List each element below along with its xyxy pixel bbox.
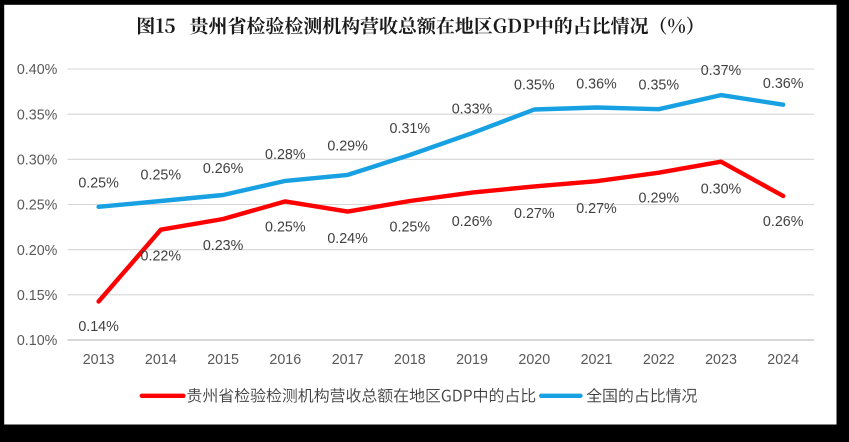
- svg-text:0.35%: 0.35%: [639, 77, 680, 93]
- svg-text:0.30%: 0.30%: [701, 181, 742, 197]
- svg-text:0.36%: 0.36%: [576, 77, 617, 93]
- svg-text:0.24%: 0.24%: [327, 231, 368, 247]
- svg-text:0.30%: 0.30%: [17, 153, 58, 169]
- svg-text:0.29%: 0.29%: [327, 138, 368, 154]
- svg-text:2022: 2022: [643, 352, 675, 368]
- svg-text:0.25%: 0.25%: [265, 220, 306, 236]
- svg-text:2017: 2017: [332, 352, 364, 368]
- svg-text:0.33%: 0.33%: [452, 102, 493, 118]
- svg-text:0.31%: 0.31%: [390, 121, 431, 137]
- svg-text:0.26%: 0.26%: [203, 161, 244, 177]
- svg-text:0.25%: 0.25%: [78, 176, 119, 192]
- svg-text:0.36%: 0.36%: [763, 76, 804, 92]
- svg-text:0.10%: 0.10%: [17, 333, 58, 349]
- svg-text:0.26%: 0.26%: [452, 214, 493, 230]
- svg-text:0.25%: 0.25%: [17, 198, 58, 214]
- svg-text:2013: 2013: [83, 352, 115, 368]
- svg-text:2018: 2018: [394, 352, 426, 368]
- svg-text:0.15%: 0.15%: [17, 288, 58, 304]
- svg-text:0.40%: 0.40%: [17, 62, 58, 78]
- svg-text:0.14%: 0.14%: [78, 319, 119, 335]
- svg-text:0.26%: 0.26%: [763, 214, 804, 230]
- svg-text:2024: 2024: [767, 352, 799, 368]
- svg-text:0.28%: 0.28%: [265, 147, 306, 163]
- svg-text:0.37%: 0.37%: [701, 63, 742, 79]
- svg-text:0.35%: 0.35%: [514, 77, 555, 93]
- svg-text:0.20%: 0.20%: [17, 243, 58, 259]
- svg-text:0.27%: 0.27%: [576, 201, 617, 217]
- svg-text:2021: 2021: [581, 352, 613, 368]
- svg-text:0.25%: 0.25%: [141, 167, 182, 183]
- svg-text:0.35%: 0.35%: [17, 107, 58, 123]
- svg-text:2016: 2016: [269, 352, 301, 368]
- svg-text:0.27%: 0.27%: [514, 206, 555, 222]
- svg-text:0.29%: 0.29%: [639, 191, 680, 207]
- svg-text:2020: 2020: [518, 352, 550, 368]
- svg-text:2019: 2019: [456, 352, 488, 368]
- svg-text:0.23%: 0.23%: [203, 238, 244, 254]
- svg-text:0.25%: 0.25%: [390, 219, 431, 235]
- svg-text:0.22%: 0.22%: [141, 249, 182, 265]
- svg-text:2014: 2014: [145, 352, 177, 368]
- svg-text:2015: 2015: [207, 352, 239, 368]
- svg-text:2023: 2023: [705, 352, 737, 368]
